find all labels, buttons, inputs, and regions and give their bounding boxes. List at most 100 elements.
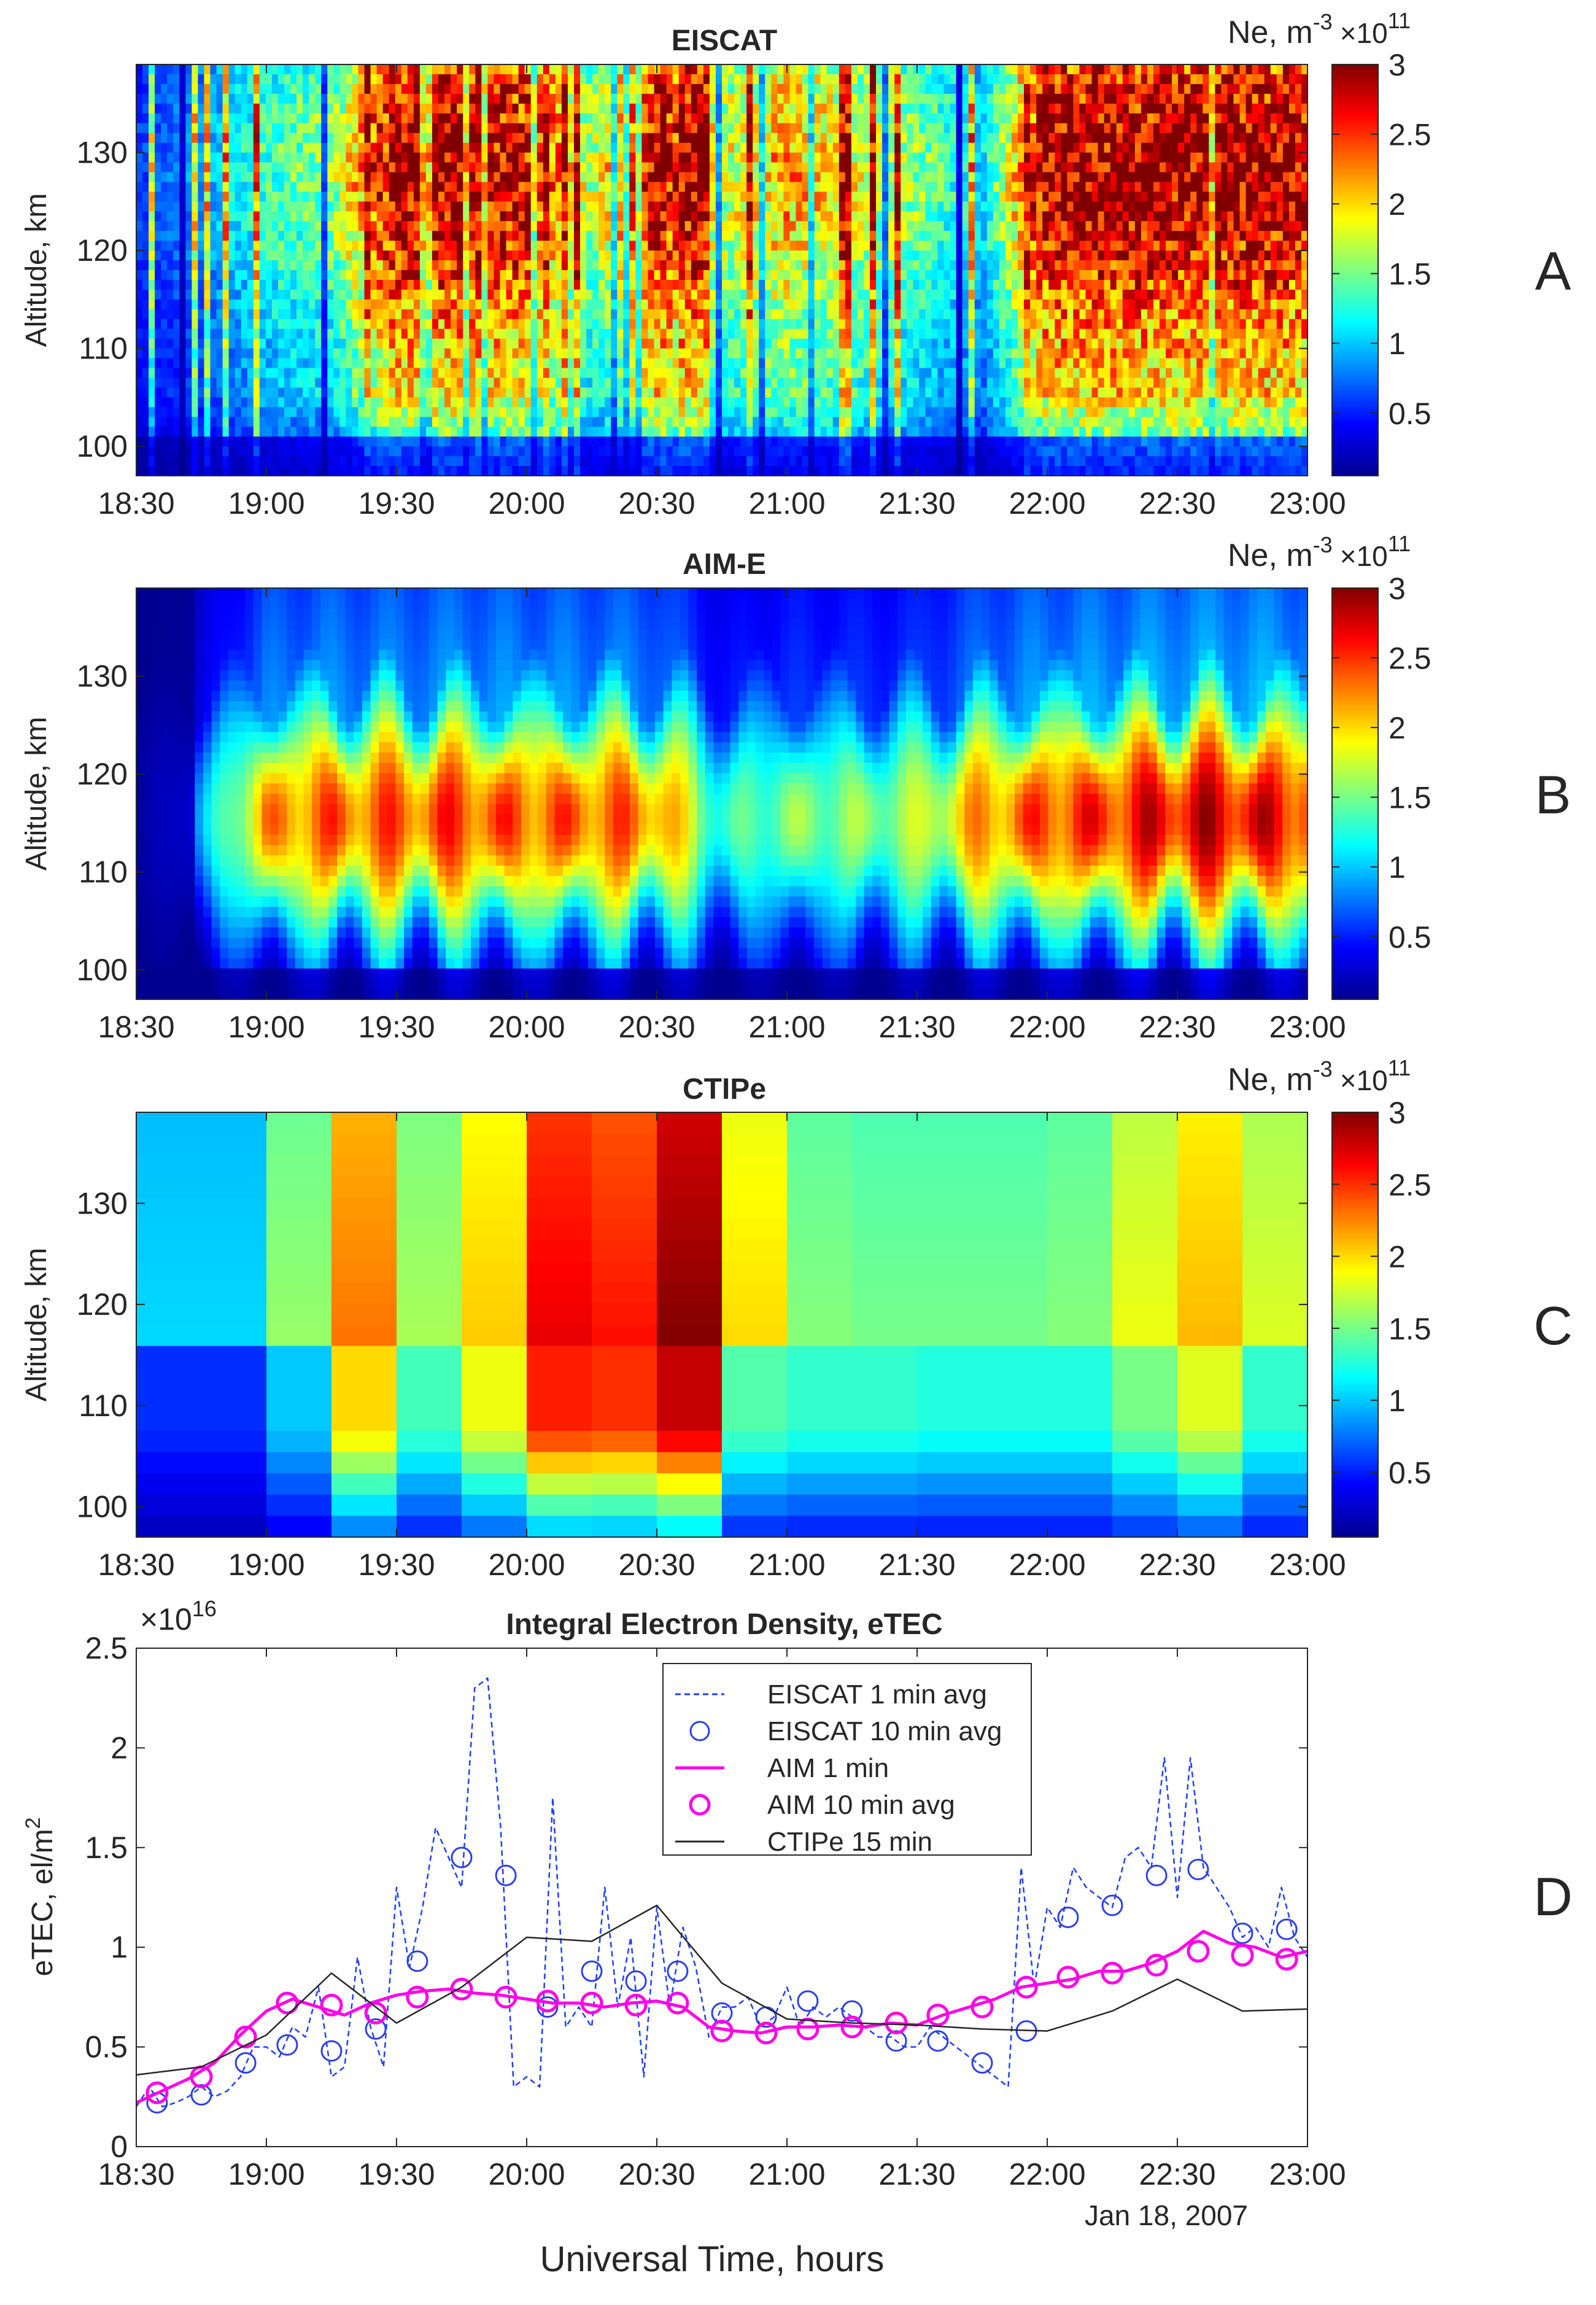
heatmap-cell (530, 436, 538, 447)
heatmap-cell (241, 378, 248, 389)
heatmap-cell (549, 358, 556, 369)
heatmap-cell (179, 270, 187, 281)
heatmap-cell (543, 417, 550, 428)
heatmap-cell (438, 182, 445, 193)
heatmap-cell (309, 397, 316, 408)
heatmap-cell (303, 299, 309, 310)
heatmap-cell (672, 368, 680, 379)
heatmap-cell (765, 201, 772, 212)
heatmap-cell (863, 397, 870, 408)
heatmap-cell (777, 241, 784, 251)
heatmap-cell (407, 260, 414, 271)
heatmap-cell (149, 446, 155, 457)
heatmap-cell (586, 358, 593, 369)
heatmap-cell (524, 260, 532, 271)
heatmap-cell (463, 417, 470, 428)
heatmap-cell (740, 378, 747, 389)
heatmap-cell (765, 358, 772, 369)
heatmap-cell (315, 407, 322, 418)
heatmap-cell (709, 241, 716, 251)
heatmap-cell (352, 270, 359, 281)
heatmap-cell (179, 231, 187, 241)
heatmap-cell (654, 407, 661, 418)
heatmap-cell (641, 113, 649, 124)
heatmap-cell (327, 123, 335, 134)
heatmap-cell (845, 299, 852, 310)
heatmap-cell (179, 417, 187, 428)
heatmap-cell (346, 152, 353, 163)
heatmap-cell (198, 407, 205, 418)
heatmap-cell (284, 309, 291, 320)
heatmap-cell (296, 133, 303, 144)
heatmap-cell (284, 279, 291, 290)
heatmap-cell (253, 93, 260, 104)
heatmap-cell (321, 436, 328, 447)
heatmap-cell (629, 142, 637, 153)
heatmap-cell (691, 358, 698, 369)
heatmap-cell (241, 211, 248, 222)
heatmap-cell (678, 387, 686, 398)
heatmap-cell (216, 299, 223, 310)
heatmap-cell (395, 201, 402, 212)
heatmap-cell (438, 348, 445, 359)
heatmap-cell (494, 74, 501, 85)
heatmap-cell (179, 397, 187, 408)
heatmap-cell (425, 250, 433, 261)
heatmap-cell (185, 133, 193, 144)
heatmap-cell (358, 309, 365, 320)
heatmap-cell (820, 407, 827, 418)
heatmap-cell (475, 417, 482, 428)
heatmap-cell (228, 387, 236, 398)
heatmap-cell (605, 142, 612, 153)
heatmap-cell (451, 338, 457, 349)
heatmap-cell (605, 427, 612, 437)
heatmap-cell (709, 221, 716, 231)
heatmap-cell (487, 83, 495, 95)
heatmap-cell (370, 348, 378, 359)
heatmap-cell (826, 133, 834, 144)
heatmap-cell (296, 279, 303, 290)
heatmap-cell (413, 348, 420, 359)
heatmap-cell (734, 123, 741, 134)
heatmap-cell (271, 172, 279, 183)
heatmap-cell (149, 270, 155, 281)
heatmap-cell (149, 279, 155, 290)
heatmap-cell (277, 142, 285, 153)
heatmap-cell (358, 64, 365, 75)
heatmap-cell (161, 358, 168, 369)
heatmap-cell (234, 407, 242, 418)
heatmap-cell (167, 74, 174, 85)
heatmap-cell (641, 378, 649, 389)
heatmap-cell (839, 231, 846, 241)
heatmap-cell (617, 348, 624, 359)
heatmap-cell (635, 231, 643, 241)
heatmap-cell (722, 407, 729, 418)
heatmap-cell (746, 250, 754, 261)
heatmap-cell (382, 407, 390, 418)
heatmap-cell (592, 113, 599, 124)
heatmap-cell (228, 378, 236, 389)
heatmap-cell (228, 446, 236, 457)
heatmap-cell (561, 133, 568, 144)
heatmap-cell (641, 407, 649, 418)
heatmap-cell (697, 231, 704, 241)
heatmap-cell (832, 427, 840, 437)
heatmap-cell (518, 309, 525, 320)
heatmap-cell (395, 103, 402, 114)
heatmap-cell (765, 182, 772, 193)
heatmap-cell (802, 182, 809, 193)
heatmap-cell (413, 152, 420, 163)
heatmap-cell (173, 446, 180, 457)
heatmap-cell (580, 123, 587, 134)
heatmap-cell (185, 152, 193, 163)
heatmap-cell (438, 201, 445, 212)
heatmap-cell (549, 221, 556, 231)
heatmap-cell (265, 221, 273, 231)
heatmap-cell (346, 123, 353, 134)
heatmap-cell (382, 378, 390, 389)
heatmap-cell (697, 338, 704, 349)
heatmap-cell (149, 182, 155, 193)
heatmap-cell (672, 93, 680, 104)
heatmap-cell (222, 83, 230, 95)
heatmap-cell (537, 231, 544, 241)
